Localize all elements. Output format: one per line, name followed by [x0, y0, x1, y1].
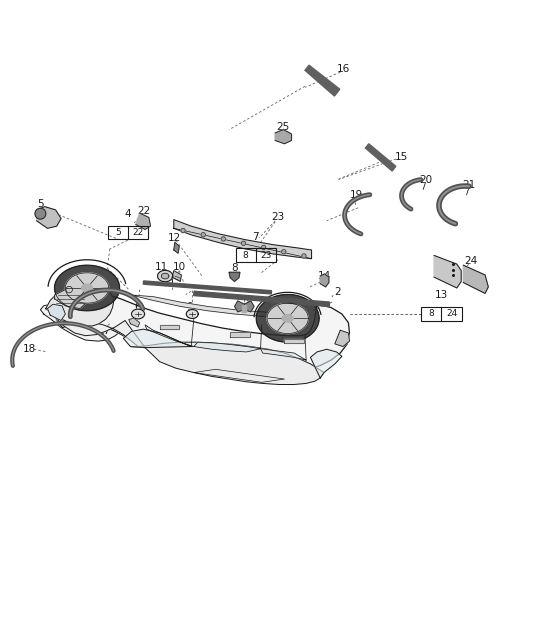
Polygon shape	[37, 207, 61, 229]
Polygon shape	[174, 220, 312, 259]
Circle shape	[282, 249, 286, 254]
Polygon shape	[234, 301, 244, 312]
Text: 22: 22	[137, 206, 150, 216]
Polygon shape	[46, 293, 349, 375]
Text: 14: 14	[318, 271, 331, 281]
Polygon shape	[275, 129, 292, 144]
Circle shape	[201, 232, 205, 237]
Polygon shape	[136, 213, 150, 229]
Polygon shape	[46, 286, 114, 326]
Polygon shape	[145, 325, 194, 347]
Text: 8: 8	[243, 251, 249, 259]
Text: 20: 20	[419, 175, 432, 185]
Text: 24: 24	[446, 309, 457, 318]
Polygon shape	[82, 284, 93, 292]
Polygon shape	[174, 242, 179, 253]
Text: 10: 10	[173, 263, 186, 273]
Polygon shape	[230, 332, 250, 337]
Polygon shape	[131, 295, 299, 317]
Polygon shape	[365, 144, 396, 171]
Text: 7: 7	[252, 232, 259, 242]
Polygon shape	[335, 330, 349, 347]
Polygon shape	[160, 325, 179, 329]
Circle shape	[181, 229, 185, 232]
Text: 17: 17	[98, 327, 111, 337]
Text: 16: 16	[336, 64, 349, 74]
Text: 9: 9	[187, 302, 193, 312]
Text: 5: 5	[115, 228, 120, 237]
Text: 8: 8	[231, 263, 238, 273]
Circle shape	[221, 237, 226, 241]
Polygon shape	[54, 290, 87, 308]
Circle shape	[302, 254, 306, 258]
Polygon shape	[129, 318, 140, 327]
Polygon shape	[284, 339, 304, 344]
Polygon shape	[186, 310, 198, 318]
Polygon shape	[47, 304, 65, 320]
Circle shape	[35, 208, 46, 219]
Text: 25: 25	[277, 122, 290, 132]
Polygon shape	[256, 295, 319, 342]
Text: 23: 23	[271, 212, 284, 222]
Polygon shape	[194, 342, 261, 352]
Text: 18: 18	[23, 344, 36, 354]
Text: 15: 15	[395, 152, 408, 162]
Text: 8: 8	[428, 309, 434, 318]
Polygon shape	[463, 265, 488, 293]
Text: 23: 23	[260, 251, 271, 259]
Text: 2: 2	[334, 288, 341, 297]
Polygon shape	[46, 308, 145, 348]
Text: 22: 22	[132, 228, 144, 237]
Text: 19: 19	[350, 190, 363, 200]
Polygon shape	[434, 256, 461, 288]
Polygon shape	[65, 273, 109, 303]
Polygon shape	[305, 65, 340, 96]
Polygon shape	[143, 281, 271, 294]
Circle shape	[262, 246, 266, 250]
Text: 11: 11	[155, 263, 168, 273]
Circle shape	[241, 241, 246, 246]
Polygon shape	[158, 271, 173, 282]
Polygon shape	[242, 305, 246, 312]
Text: 4: 4	[125, 209, 131, 219]
Text: 13: 13	[435, 290, 448, 300]
Polygon shape	[320, 274, 329, 287]
Text: 24: 24	[464, 256, 477, 266]
Polygon shape	[267, 303, 308, 333]
Text: 21: 21	[462, 180, 475, 190]
Text: 3: 3	[242, 296, 249, 306]
Polygon shape	[311, 349, 342, 378]
Polygon shape	[40, 300, 125, 341]
Text: 1: 1	[168, 279, 175, 289]
Polygon shape	[131, 309, 144, 319]
Polygon shape	[130, 342, 324, 384]
Polygon shape	[161, 273, 169, 279]
Text: 6: 6	[134, 303, 141, 313]
Polygon shape	[123, 329, 191, 348]
Polygon shape	[54, 265, 119, 311]
Polygon shape	[244, 301, 254, 312]
Polygon shape	[172, 271, 181, 281]
Polygon shape	[193, 291, 330, 306]
Text: 5: 5	[37, 200, 44, 210]
Polygon shape	[229, 273, 240, 281]
Polygon shape	[282, 315, 293, 322]
Text: 12: 12	[168, 233, 181, 243]
Polygon shape	[261, 349, 306, 360]
